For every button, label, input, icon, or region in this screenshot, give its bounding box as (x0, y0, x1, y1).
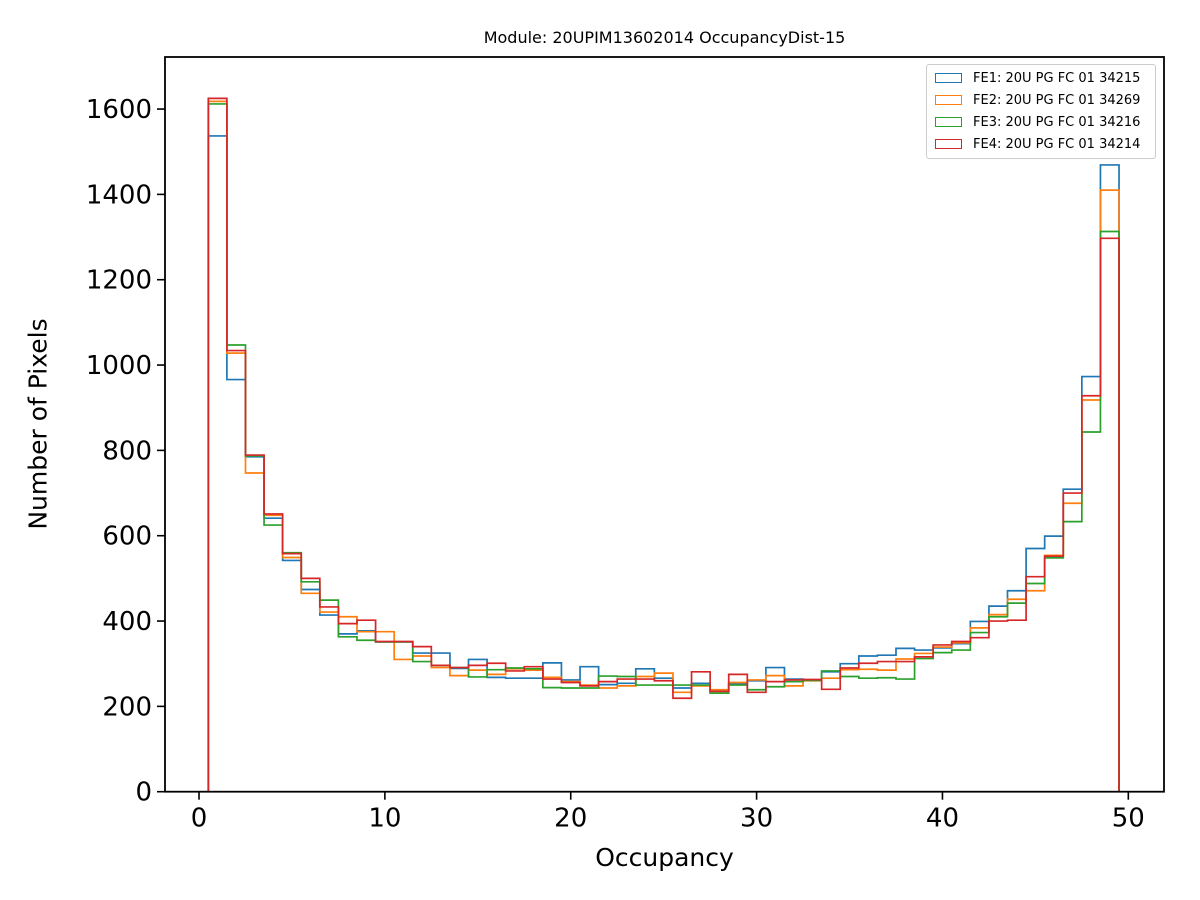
legend-swatch-icon (935, 73, 962, 83)
legend-entry: FE1: 20U PG FC 01 34215 (927, 69, 1155, 89)
series-fe2 (207, 100, 1120, 792)
y-tick-label: 1200 (86, 266, 152, 296)
y-tick-label: 600 (102, 522, 152, 552)
y-tick-label: 1400 (86, 180, 152, 210)
legend-entry: FE2: 20U PG FC 01 34269 (927, 91, 1155, 111)
legend-swatch-icon (935, 139, 962, 149)
legend-swatch-icon (935, 117, 962, 127)
x-tick-label: 10 (368, 804, 401, 834)
legend-label: FE2: 20U PG FC 01 34269 (973, 93, 1141, 108)
legend-swatch-icon (935, 95, 962, 105)
y-tick-label: 400 (102, 607, 152, 637)
legend-label: FE4: 20U PG FC 01 34214 (973, 137, 1141, 152)
x-tick-label: 40 (926, 804, 959, 834)
x-tick-label: 0 (191, 804, 208, 834)
chart-title: Module: 20UPIM13602014 OccupancyDist-15 (483, 28, 846, 47)
y-tick-label: 0 (135, 778, 152, 808)
y-axis-label: Number of Pixels (23, 318, 53, 530)
x-axis-label: Occupancy (595, 843, 734, 872)
series-fe3 (207, 103, 1120, 792)
series-fe4 (207, 97, 1120, 792)
x-tick-label: 20 (554, 804, 587, 834)
y-tick-label: 1600 (86, 95, 152, 125)
series-fe1 (207, 135, 1120, 792)
legend-label: FE1: 20U PG FC 01 34215 (973, 71, 1141, 86)
legend-entry: FE3: 20U PG FC 01 34216 (927, 113, 1155, 133)
y-tick-label: 200 (102, 692, 152, 722)
y-tick-label: 800 (102, 436, 152, 466)
x-tick-label: 30 (740, 804, 773, 834)
legend-entry: FE4: 20U PG FC 01 34214 (927, 135, 1155, 155)
legend-box: FE1: 20U PG FC 01 34215 FE2: 20U PG FC 01… (926, 64, 1156, 159)
plot-spines (164, 56, 1165, 793)
legend-label: FE3: 20U PG FC 01 34216 (973, 115, 1141, 130)
y-tick-label: 1000 (86, 351, 152, 381)
x-tick-label: 50 (1112, 804, 1145, 834)
